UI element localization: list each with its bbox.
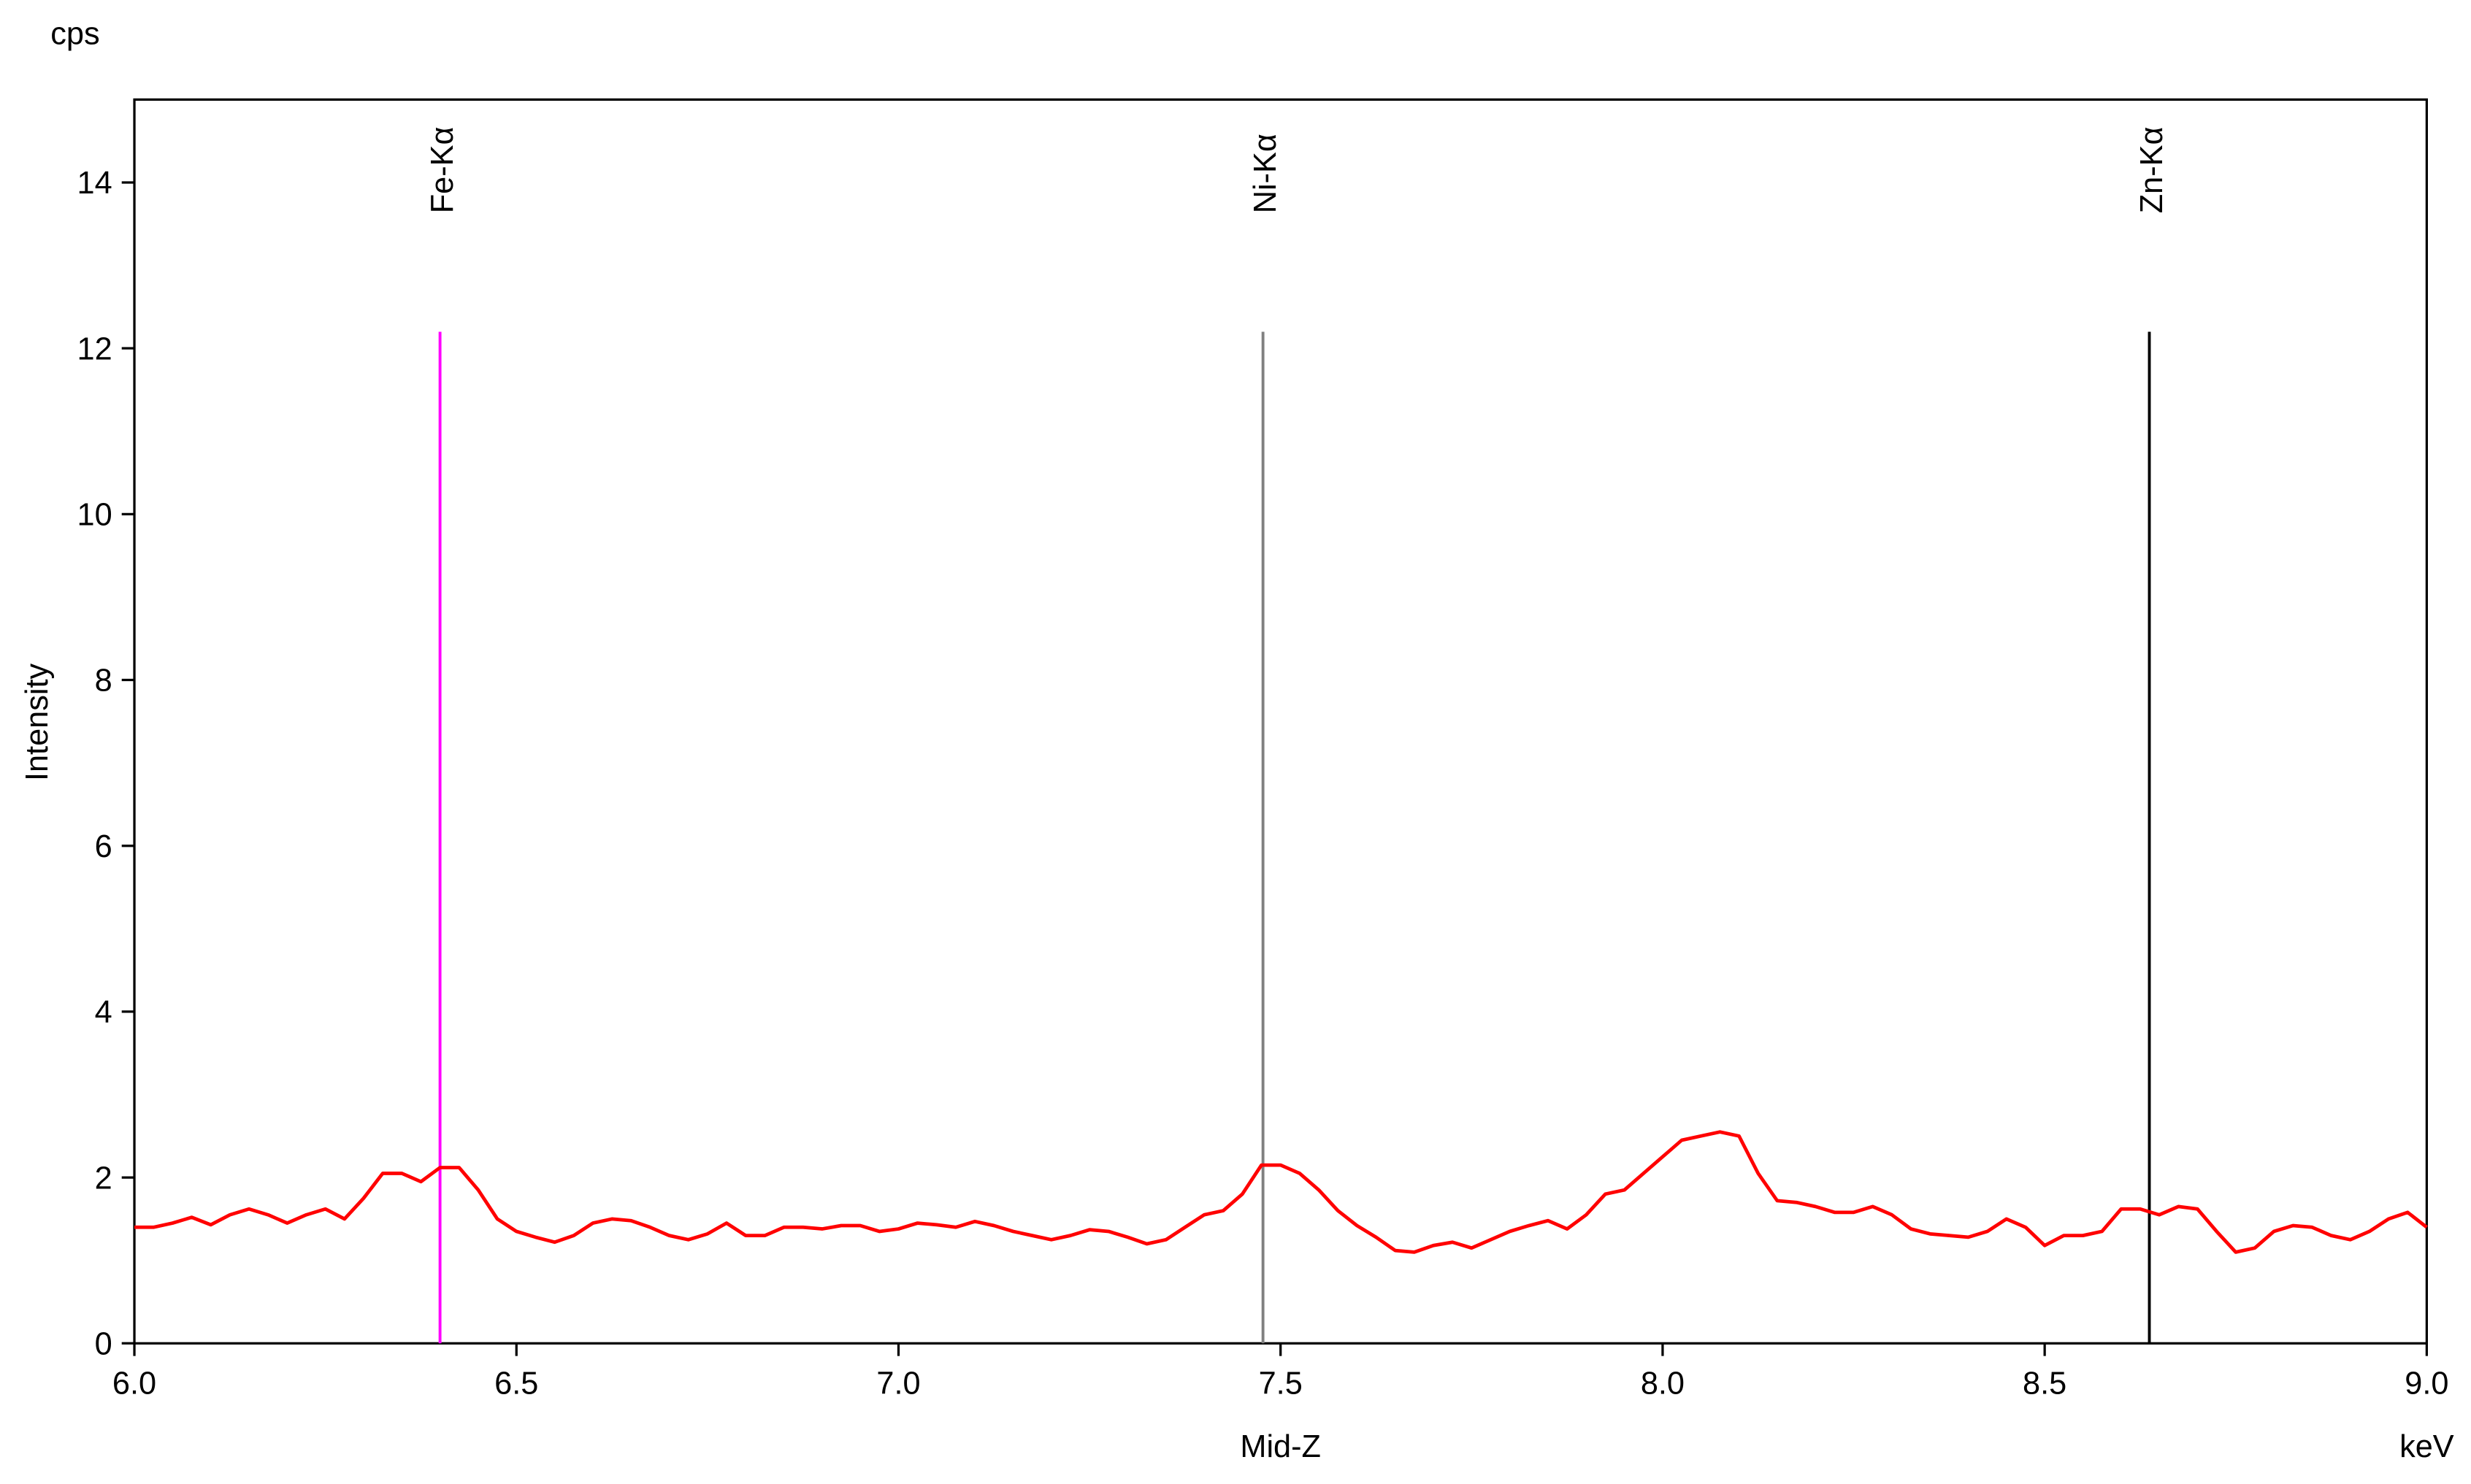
y-tick-label: 12 xyxy=(77,331,112,366)
x-axis-label: Mid-Z xyxy=(1240,1429,1321,1464)
x-tick-label: 8.5 xyxy=(2023,1366,2066,1402)
y-tick-label: 2 xyxy=(95,1161,112,1196)
x-tick-label: 7.5 xyxy=(1259,1366,1303,1402)
y-tick-label: 4 xyxy=(95,995,112,1030)
y-tick-label: 14 xyxy=(77,166,112,201)
x-tick-label: 9.0 xyxy=(2405,1366,2448,1402)
x-tick-label: 7.0 xyxy=(876,1366,920,1402)
y-tick-label: 0 xyxy=(95,1326,112,1361)
peak-marker-label: Fe-Kα xyxy=(425,126,460,213)
x-tick-label: 6.5 xyxy=(494,1366,538,1402)
x-unit: keV xyxy=(2399,1429,2454,1464)
y-tick-label: 10 xyxy=(77,498,112,533)
x-tick-label: 8.0 xyxy=(1641,1366,1685,1402)
y-axis-label: Intensity xyxy=(20,663,55,781)
x-tick-label: 6.0 xyxy=(112,1366,156,1402)
y-tick-label: 6 xyxy=(95,829,112,864)
plot-frame xyxy=(133,98,2429,1345)
y-tick-label: 8 xyxy=(95,664,112,699)
spectrum-line xyxy=(134,1130,2428,1254)
y-unit: cps xyxy=(50,17,99,52)
peak-marker-label: Zn-Kα xyxy=(2134,126,2169,213)
peak-marker-label: Ni-Kα xyxy=(1248,134,1283,213)
